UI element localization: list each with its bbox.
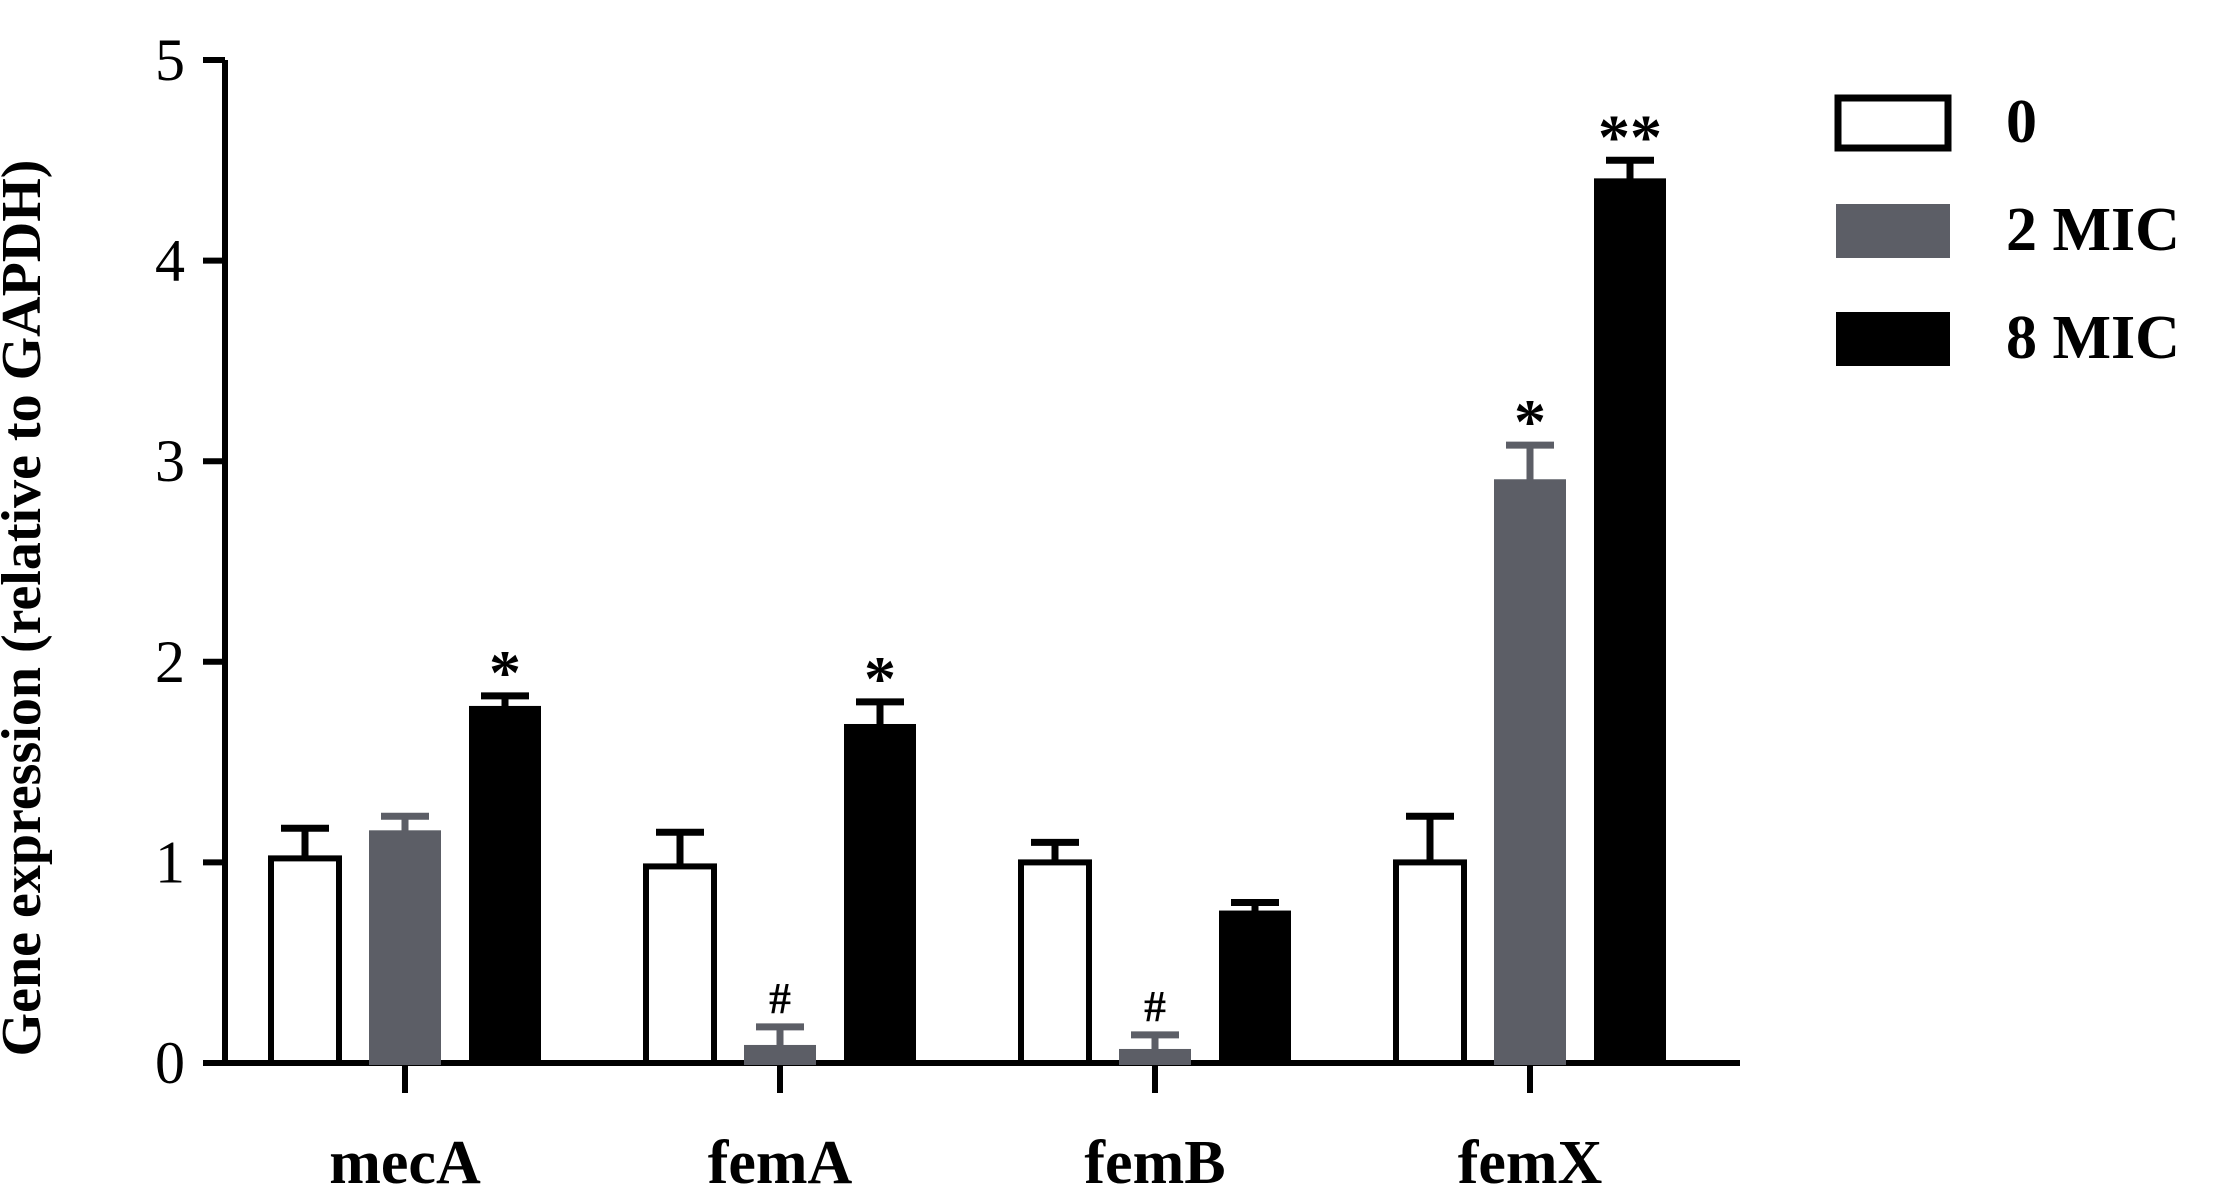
significance-label: * <box>1514 386 1546 457</box>
bar <box>1018 859 1092 1067</box>
legend-label: 8 MIC <box>2006 304 2180 372</box>
bar <box>1219 910 1291 1065</box>
legend-label: 0 <box>2006 88 2037 156</box>
bar <box>1594 178 1666 1066</box>
significance-label: # <box>1144 982 1166 1031</box>
significance-label: ** <box>1598 101 1662 172</box>
y-tick-label: 1 <box>155 829 185 895</box>
legend-swatch <box>1836 312 1950 366</box>
bar <box>1119 1048 1191 1065</box>
bar <box>643 863 717 1066</box>
x-category-label: mecA <box>329 1129 481 1194</box>
y-tick-label: 3 <box>155 428 185 494</box>
significance-label: # <box>769 974 791 1023</box>
bar <box>268 855 342 1066</box>
y-tick-label: 0 <box>155 1030 185 1096</box>
legend-label: 2 MIC <box>2006 196 2180 264</box>
x-category-label: femB <box>1084 1129 1225 1194</box>
x-category-label: femA <box>708 1129 853 1194</box>
bar <box>844 723 916 1065</box>
bar <box>1393 859 1467 1067</box>
bar <box>744 1044 816 1066</box>
y-tick-label: 4 <box>155 228 185 294</box>
y-tick-label: 2 <box>155 629 185 695</box>
significance-label: * <box>864 643 896 714</box>
bar <box>369 830 441 1065</box>
y-tick-label: 5 <box>155 27 185 93</box>
bar <box>1494 479 1566 1065</box>
x-category-label: femX <box>1458 1129 1603 1194</box>
legend-swatch <box>1836 204 1950 258</box>
y-axis-title: Gene expression (relative to GAPDH) <box>0 160 53 1057</box>
significance-label: * <box>489 637 521 708</box>
bar <box>469 705 541 1065</box>
legend-swatch <box>1834 94 1952 152</box>
